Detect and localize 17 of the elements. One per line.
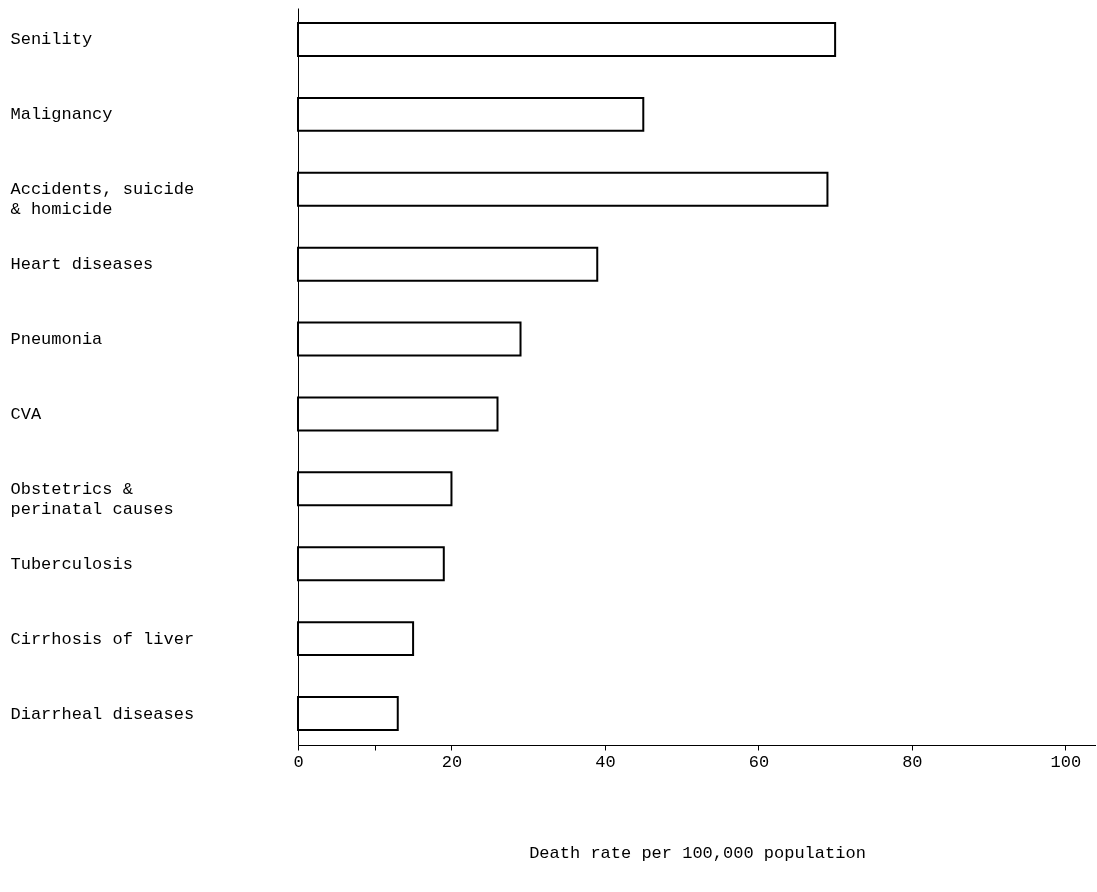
x-tick-label: 100	[1050, 752, 1082, 772]
y-tick-label: Diarrheal diseases	[10, 704, 195, 724]
x-axis-title: Death rate per 100,000 population	[529, 843, 866, 863]
x-tick-label: 20	[441, 752, 463, 772]
y-tick-label: Accidents, suicide & homicide	[10, 180, 195, 220]
y-tick-label: Obstetrics & perinatal causes	[10, 479, 174, 519]
x-tick-label: 80	[902, 752, 923, 772]
y-tick-label: Heart diseases	[10, 255, 154, 275]
y-tick-label: Cirrhosis of liver	[10, 629, 195, 649]
y-tick-label: Senility	[10, 30, 93, 50]
y-tick-label: Malignancy	[10, 105, 113, 125]
y-tick-label: Tuberculosis	[10, 554, 133, 574]
x-tick-label: 40	[595, 752, 616, 772]
y-tick-label: Pneumonia	[10, 330, 103, 350]
x-tick-label: 0	[293, 752, 304, 772]
x-tick-label: 60	[748, 752, 770, 772]
y-tick-label: CVA	[10, 404, 42, 424]
